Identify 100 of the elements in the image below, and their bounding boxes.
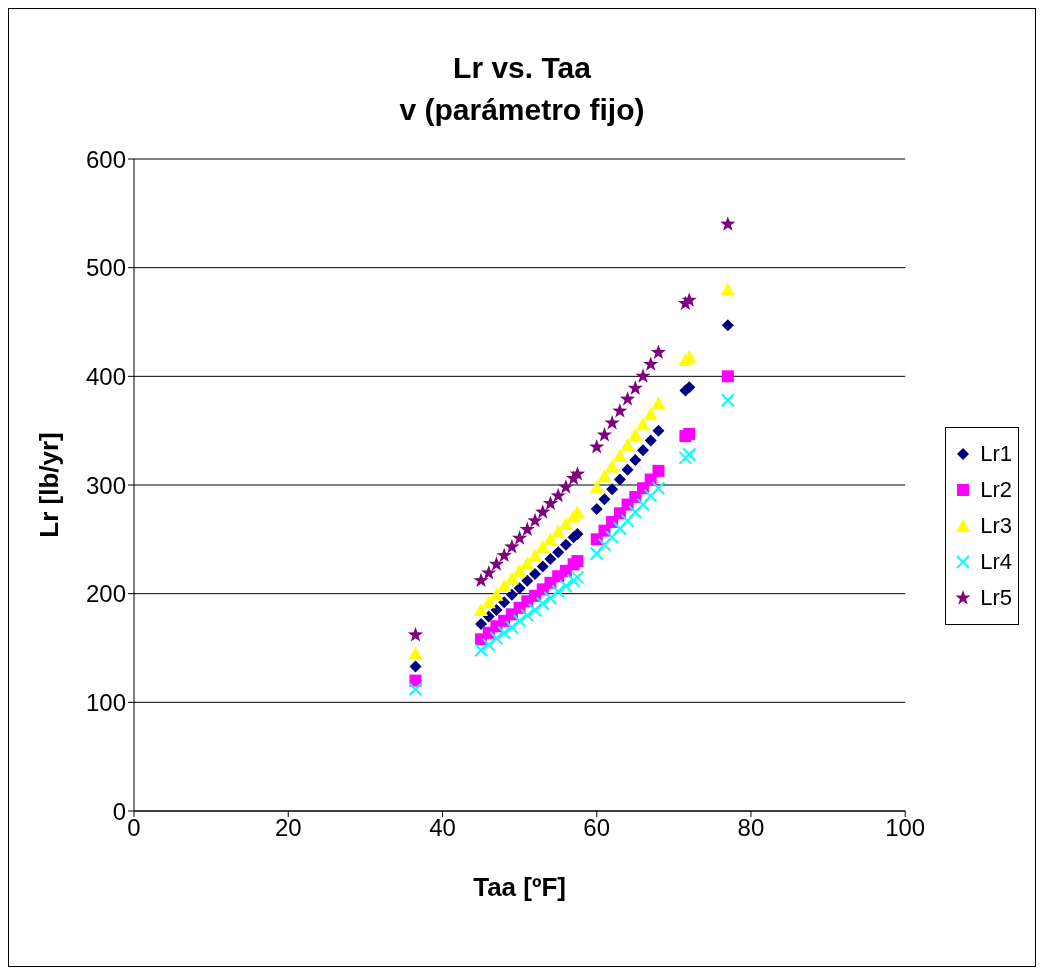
x-axis-title: Taa [ºF] <box>473 872 566 902</box>
point <box>504 620 519 635</box>
point <box>643 488 658 503</box>
point <box>473 572 489 588</box>
point <box>520 608 535 623</box>
point <box>612 448 627 462</box>
point <box>720 393 735 408</box>
point <box>512 613 527 628</box>
point <box>628 428 643 442</box>
point <box>528 548 543 562</box>
y-tick-label: 400 <box>85 362 126 390</box>
point <box>535 539 550 553</box>
x-tick-label: 40 <box>429 814 456 842</box>
point <box>605 530 620 545</box>
point <box>496 547 512 563</box>
chart-subtitle: v (parámetro fijo) <box>398 92 646 128</box>
point <box>598 493 611 506</box>
point <box>683 427 696 440</box>
point <box>620 437 635 451</box>
point <box>513 582 526 595</box>
point <box>569 466 586 481</box>
point <box>552 546 565 559</box>
point <box>497 625 512 640</box>
point <box>558 579 573 594</box>
point <box>551 584 566 599</box>
point <box>627 380 643 395</box>
point <box>488 556 505 571</box>
legend-label: Lr1 <box>980 440 1012 468</box>
point <box>605 459 620 473</box>
point <box>597 537 612 552</box>
point <box>489 631 504 646</box>
point <box>604 415 620 430</box>
point <box>650 344 667 359</box>
point <box>619 391 636 406</box>
point <box>489 587 504 601</box>
point <box>589 480 604 494</box>
x-tick-label: 80 <box>737 814 765 842</box>
legend-label: Lr2 <box>980 476 1012 504</box>
point <box>551 524 566 538</box>
point <box>571 555 584 568</box>
chart-title: Lr vs. Taa <box>452 50 592 86</box>
point <box>636 444 649 457</box>
point <box>612 521 627 536</box>
x-tick-label: 60 <box>583 814 611 842</box>
point <box>543 591 558 606</box>
point <box>683 381 696 394</box>
point <box>505 588 518 601</box>
y-tick-label: 600 <box>85 145 126 173</box>
point <box>613 473 626 486</box>
point <box>481 595 496 609</box>
point <box>678 450 693 465</box>
x-tick-label: 20 <box>274 814 302 842</box>
point <box>511 530 528 545</box>
point <box>643 356 659 371</box>
point <box>559 538 572 551</box>
point <box>543 532 558 546</box>
point <box>589 438 605 454</box>
point <box>606 483 619 496</box>
point <box>535 596 550 611</box>
point <box>408 682 423 697</box>
y-axis-title: Lr [lb/yr] <box>34 432 65 538</box>
point <box>475 618 488 631</box>
point <box>407 626 424 642</box>
point <box>720 216 736 231</box>
point <box>721 370 734 383</box>
legend-label: Lr4 <box>980 548 1012 576</box>
point <box>535 504 551 519</box>
point <box>558 479 574 494</box>
point <box>544 552 557 565</box>
y-tick-label: 300 <box>85 471 126 499</box>
point <box>721 319 734 332</box>
x-tick-label: 100 <box>885 814 926 842</box>
point <box>497 579 512 593</box>
point <box>529 568 542 581</box>
point <box>590 502 603 515</box>
point <box>520 556 535 570</box>
point <box>504 538 520 554</box>
point <box>621 463 634 476</box>
point <box>521 574 534 587</box>
point <box>681 292 697 307</box>
point <box>536 560 549 573</box>
point <box>570 570 585 585</box>
point <box>566 573 581 588</box>
point <box>512 563 527 577</box>
y-tick-label: 0 <box>112 797 126 825</box>
point <box>635 417 650 431</box>
point <box>652 464 665 477</box>
point <box>596 427 613 442</box>
y-tick-label: 200 <box>85 580 126 608</box>
point <box>408 646 423 660</box>
point <box>527 512 543 528</box>
point <box>519 521 535 537</box>
point <box>635 497 650 512</box>
point <box>597 469 612 483</box>
point <box>628 505 643 520</box>
point <box>504 571 519 585</box>
point <box>474 643 489 658</box>
point <box>481 637 496 652</box>
point <box>629 454 642 467</box>
point <box>481 565 497 580</box>
